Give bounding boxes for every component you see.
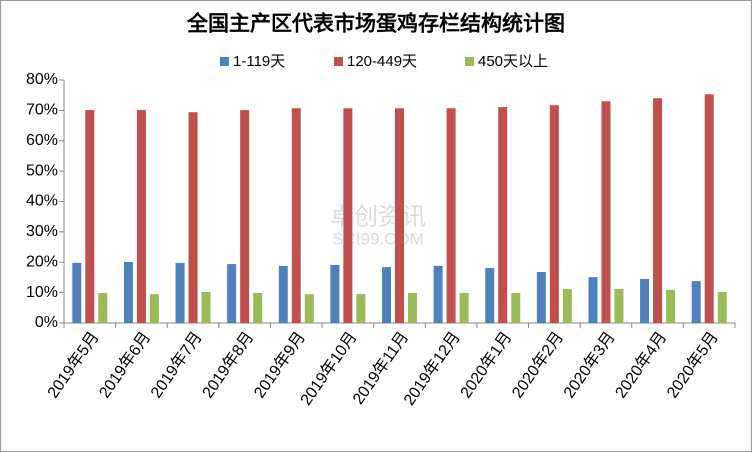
bar <box>459 292 469 323</box>
bar <box>653 98 663 323</box>
bar <box>123 261 133 323</box>
bar <box>704 94 714 324</box>
bar <box>330 264 340 323</box>
legend-label: 450天以上 <box>478 53 548 70</box>
y-tick-label: 60% <box>26 132 58 149</box>
y-tick-label: 80% <box>26 71 58 88</box>
bar <box>201 292 211 323</box>
bar <box>188 112 198 323</box>
bar <box>85 110 95 323</box>
bar <box>72 262 82 323</box>
bar <box>511 292 521 323</box>
bar <box>549 105 559 324</box>
bar <box>149 294 159 323</box>
bar <box>717 292 727 323</box>
bar <box>446 108 456 323</box>
bar <box>240 110 250 323</box>
bar <box>356 294 366 323</box>
bar <box>343 108 353 323</box>
chart-title: 全国主产区代表市场蛋鸡存栏结构统计图 <box>186 12 565 36</box>
bar <box>498 107 508 323</box>
legend-swatch <box>220 57 229 66</box>
y-tick-label: 40% <box>26 193 58 210</box>
bar <box>175 262 185 323</box>
bar <box>136 110 146 323</box>
bar <box>304 294 314 323</box>
bar <box>691 281 701 323</box>
legend-label: 120-449天 <box>347 53 417 70</box>
bar <box>614 288 624 323</box>
bar <box>395 108 404 323</box>
bar <box>291 108 301 323</box>
bar <box>666 289 676 323</box>
y-tick-label: 20% <box>26 253 58 270</box>
bar <box>536 271 546 323</box>
bar <box>227 264 237 323</box>
bar <box>408 292 417 323</box>
y-tick-label: 50% <box>26 162 58 179</box>
y-tick-label: 10% <box>26 284 58 301</box>
bar <box>562 288 572 323</box>
bar <box>485 268 495 323</box>
bar <box>601 101 611 323</box>
bar <box>253 292 263 323</box>
y-tick-label: 70% <box>26 102 58 119</box>
legend-swatch <box>334 57 343 66</box>
bar <box>588 277 598 323</box>
y-tick-label: 0% <box>35 314 58 331</box>
bar <box>278 265 288 323</box>
bar <box>640 278 650 323</box>
y-tick-label: 30% <box>26 223 58 240</box>
legend-swatch <box>465 57 474 66</box>
bar <box>382 267 391 323</box>
legend-label: 1-119天 <box>233 53 285 70</box>
bar <box>433 265 443 323</box>
bar <box>98 292 108 323</box>
